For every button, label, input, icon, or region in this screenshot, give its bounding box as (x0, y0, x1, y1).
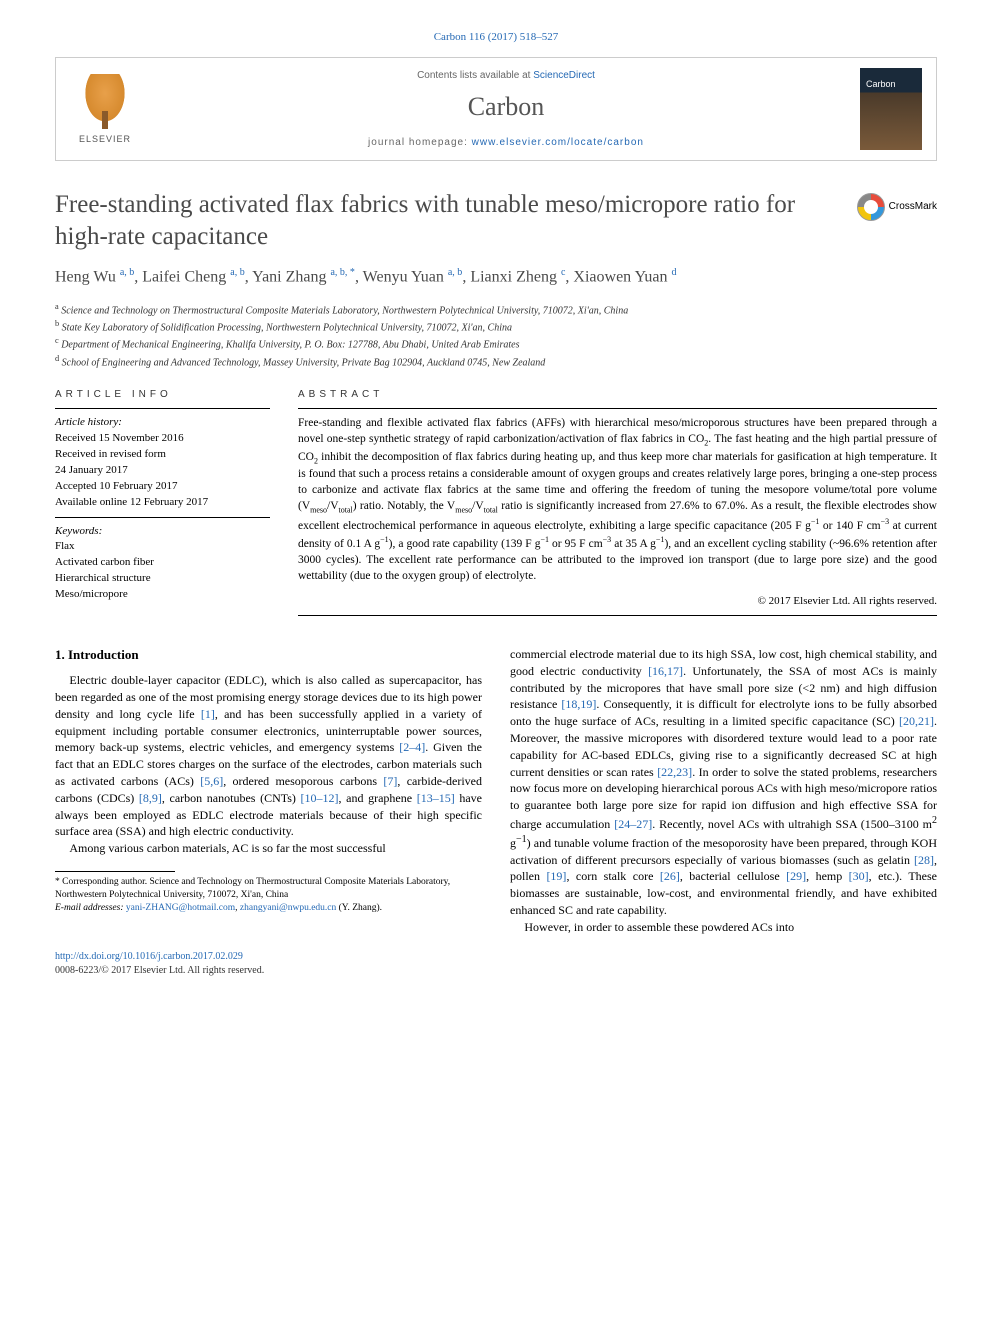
article-info-label: ARTICLE INFO (55, 388, 270, 402)
homepage-prefix: journal homepage: (368, 137, 472, 148)
affiliation-line: a Science and Technology on Thermostruct… (55, 301, 937, 318)
history-line: Received 15 November 2016 (55, 431, 270, 447)
keyword-line: Flax (55, 539, 270, 555)
journal-name: Carbon (152, 89, 860, 125)
abstract-column: ABSTRACT Free-standing and flexible acti… (298, 388, 937, 622)
homepage-link[interactable]: www.elsevier.com/locate/carbon (472, 137, 644, 148)
crossmark-widget[interactable]: CrossMark (857, 193, 937, 221)
page-footer: http://dx.doi.org/10.1016/j.carbon.2017.… (55, 950, 937, 978)
body-two-column: 1. Introduction Electric double-layer ca… (55, 646, 937, 936)
crossmark-label: CrossMark (889, 200, 937, 214)
abstract-label: ABSTRACT (298, 388, 937, 402)
homepage-line: journal homepage: www.elsevier.com/locat… (152, 136, 860, 150)
history-line: Available online 12 February 2017 (55, 495, 270, 511)
intro-paragraph-3: However, in order to assemble these powd… (510, 919, 937, 936)
intro-paragraph-1: Electric double-layer capacitor (EDLC), … (55, 672, 482, 840)
footnote-separator (55, 871, 175, 872)
email-label: E-mail addresses: (55, 903, 124, 913)
history-heading: Article history: (55, 415, 270, 431)
abstract-text: Free-standing and flexible activated fla… (298, 415, 937, 584)
corresponding-author-footnote: * Corresponding author. Science and Tech… (55, 876, 482, 914)
intro-heading: 1. Introduction (55, 646, 482, 664)
journal-cover-thumbnail (860, 68, 922, 150)
doi-link[interactable]: http://dx.doi.org/10.1016/j.carbon.2017.… (55, 951, 243, 962)
journal-reference: Carbon 116 (2017) 518–527 (55, 30, 937, 45)
footnote-corr-text: * Corresponding author. Science and Tech… (55, 876, 482, 902)
intro-paragraph-2a: Among various carbon materials, AC is so… (55, 840, 482, 857)
contents-prefix: Contents lists available at (417, 70, 533, 81)
history-line: Received in revised form (55, 447, 270, 463)
elsevier-logo: ELSEVIER (70, 69, 140, 149)
affiliation-line: b State Key Laboratory of Solidification… (55, 318, 937, 335)
keyword-line: Meso/micropore (55, 587, 270, 603)
journal-header: ELSEVIER Contents lists available at Sci… (55, 57, 937, 161)
email-link-1[interactable]: yani-ZHANG@hotmail.com (126, 903, 235, 913)
intro-paragraph-2b: commercial electrode material due to its… (510, 646, 937, 919)
issn-copyright: 0008-6223/© 2017 Elsevier Ltd. All right… (55, 965, 264, 976)
contents-available-line: Contents lists available at ScienceDirec… (152, 69, 860, 83)
abstract-copyright: © 2017 Elsevier Ltd. All rights reserved… (298, 594, 937, 609)
sciencedirect-link[interactable]: ScienceDirect (533, 70, 595, 81)
affiliations: a Science and Technology on Thermostruct… (55, 301, 937, 370)
author-list: Heng Wu a, b, Laifei Cheng a, b, Yani Zh… (55, 266, 937, 289)
keywords-heading: Keywords: (55, 524, 270, 540)
email-link-2[interactable]: zhangyani@nwpu.edu.cn (240, 903, 336, 913)
keyword-line: Hierarchical structure (55, 571, 270, 587)
article-title: Free-standing activated flax fabrics wit… (55, 189, 841, 252)
affiliation-line: c Department of Mechanical Engineering, … (55, 335, 937, 352)
crossmark-icon (857, 193, 885, 221)
email-suffix: (Y. Zhang). (339, 903, 382, 913)
history-line: 24 January 2017 (55, 463, 270, 479)
elsevier-tree-icon (80, 74, 130, 129)
affiliation-line: d School of Engineering and Advanced Tec… (55, 353, 937, 370)
article-info-column: ARTICLE INFO Article history: Received 1… (55, 388, 270, 622)
publisher-name: ELSEVIER (79, 133, 131, 146)
keyword-line: Activated carbon fiber (55, 555, 270, 571)
history-line: Accepted 10 February 2017 (55, 479, 270, 495)
